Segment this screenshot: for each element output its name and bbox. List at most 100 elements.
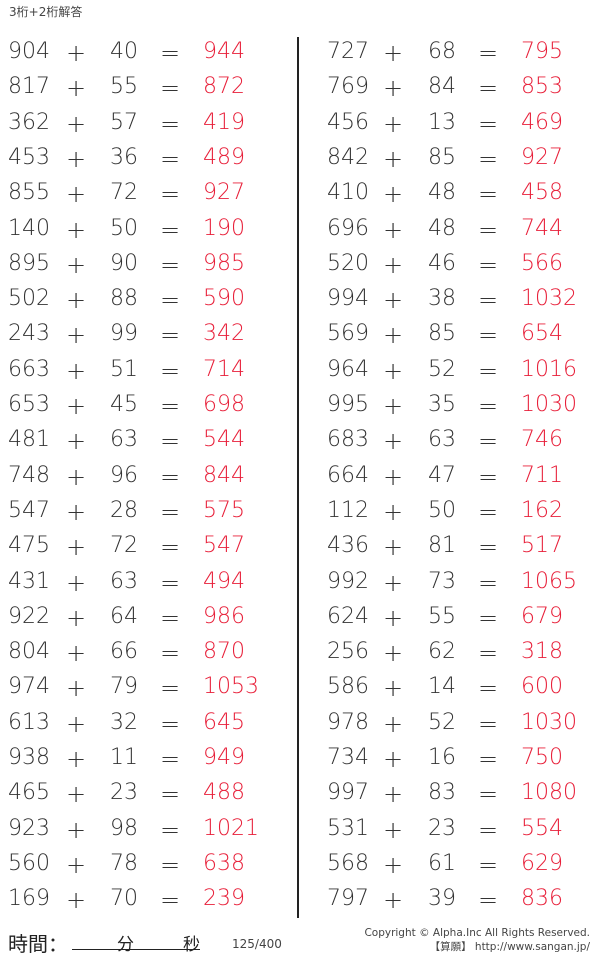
- answer: 853: [521, 74, 563, 100]
- equals-sign: =: [478, 745, 499, 773]
- copyright-block: Copyright © Alpha.Inc All Rights Reserve…: [364, 926, 590, 954]
- page-number: 125/400: [232, 937, 282, 951]
- plus-sign: +: [383, 780, 404, 809]
- equals-sign: =: [478, 427, 499, 456]
- equals-sign: =: [478, 709, 499, 738]
- answer: 544: [203, 427, 245, 453]
- seconds-label: 秒: [183, 935, 200, 955]
- addend-a: 797: [327, 886, 369, 912]
- addend-b: 79: [110, 674, 138, 700]
- addend-a: 974: [8, 674, 50, 700]
- equals-sign: =: [160, 39, 181, 67]
- answer: 679: [521, 603, 563, 629]
- answer: 318: [521, 639, 563, 665]
- plus-sign: +: [383, 286, 404, 315]
- answer: 458: [521, 180, 563, 206]
- addend-a: 817: [8, 74, 50, 100]
- addend-b: 72: [110, 180, 138, 206]
- equals-sign: =: [478, 356, 499, 385]
- plus-sign: +: [383, 745, 404, 773]
- addend-a: 855: [8, 180, 50, 206]
- equals-sign: =: [160, 639, 181, 668]
- equals-sign: =: [160, 286, 181, 315]
- plus-sign: +: [66, 215, 87, 244]
- addend-b: 13: [428, 109, 456, 135]
- addend-b: 62: [428, 639, 456, 665]
- addend-a: 547: [8, 497, 50, 523]
- addend-b: 32: [110, 709, 138, 735]
- addend-a: 842: [327, 144, 369, 170]
- plus-sign: +: [383, 639, 404, 668]
- addend-a: 994: [327, 286, 369, 312]
- equals-sign: =: [160, 462, 181, 491]
- equals-sign: =: [160, 250, 181, 279]
- answer: 944: [203, 39, 245, 64]
- addend-b: 23: [428, 815, 456, 841]
- answer: 698: [203, 392, 245, 417]
- addend-b: 63: [428, 427, 456, 453]
- equals-sign: =: [160, 603, 181, 632]
- addend-b: 23: [110, 780, 138, 806]
- answer: 927: [521, 144, 563, 170]
- addend-a: 502: [8, 286, 50, 312]
- addend-b: 50: [428, 497, 456, 523]
- plus-sign: +: [66, 533, 87, 562]
- plus-sign: +: [383, 674, 404, 703]
- equals-sign: =: [478, 215, 499, 244]
- addend-a: 243: [8, 321, 50, 347]
- equals-sign: =: [160, 568, 181, 597]
- plus-sign: +: [66, 39, 87, 67]
- plus-sign: +: [66, 286, 87, 315]
- plus-sign: +: [66, 392, 87, 420]
- addend-a: 804: [8, 639, 50, 665]
- equals-sign: =: [478, 144, 499, 173]
- addend-b: 98: [110, 815, 138, 841]
- equals-sign: =: [478, 639, 499, 668]
- addend-a: 922: [8, 603, 50, 629]
- answer: 342: [203, 321, 245, 347]
- answer: 494: [203, 568, 245, 594]
- equals-sign: =: [478, 109, 499, 138]
- plus-sign: +: [66, 568, 87, 597]
- equals-sign: =: [160, 74, 181, 103]
- addend-b: 90: [110, 250, 138, 276]
- answer: 872: [203, 74, 245, 100]
- addend-a: 456: [327, 109, 369, 135]
- equals-sign: =: [478, 462, 499, 491]
- answer: 1065: [521, 568, 577, 594]
- addend-b: 96: [110, 462, 138, 488]
- addend-b: 51: [110, 356, 138, 382]
- equals-sign: =: [160, 427, 181, 456]
- addend-b: 35: [428, 392, 456, 417]
- addend-b: 61: [428, 850, 456, 876]
- answer: 162: [521, 497, 563, 523]
- column-divider: [297, 37, 299, 918]
- equals-sign: =: [478, 674, 499, 703]
- plus-sign: +: [66, 144, 87, 173]
- equals-sign: =: [160, 674, 181, 703]
- equals-sign: =: [478, 74, 499, 103]
- addend-b: 48: [428, 180, 456, 206]
- answer: 836: [521, 886, 563, 912]
- addend-b: 57: [110, 109, 138, 135]
- plus-sign: +: [66, 250, 87, 279]
- addend-a: 568: [327, 850, 369, 876]
- addend-a: 256: [327, 639, 369, 665]
- answer: 714: [203, 356, 245, 382]
- addend-a: 531: [327, 815, 369, 841]
- plus-sign: +: [383, 497, 404, 526]
- plus-sign: +: [383, 250, 404, 279]
- equals-sign: =: [160, 392, 181, 420]
- plus-sign: +: [383, 462, 404, 491]
- addend-a: 481: [8, 427, 50, 453]
- answer: 629: [521, 850, 563, 876]
- equals-sign: =: [160, 144, 181, 173]
- plus-sign: +: [383, 850, 404, 879]
- plus-sign: +: [66, 497, 87, 526]
- answer: 554: [521, 815, 563, 841]
- addend-a: 748: [8, 462, 50, 488]
- plus-sign: +: [66, 427, 87, 456]
- addend-b: 63: [110, 427, 138, 453]
- addend-a: 453: [8, 144, 50, 170]
- answer: 1030: [521, 709, 577, 735]
